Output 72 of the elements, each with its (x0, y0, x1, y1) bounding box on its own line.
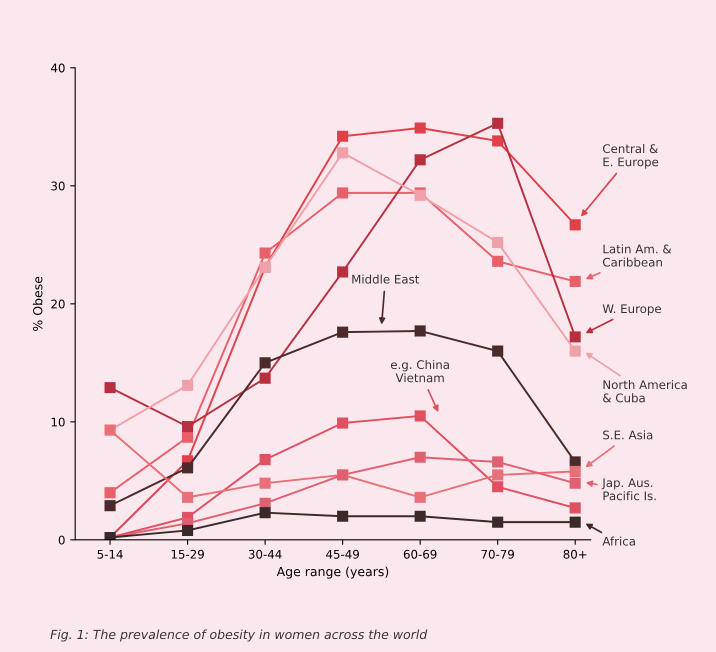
point (414, 325, 426, 337)
x-tick-label: 15-29 (172, 550, 204, 559)
point (337, 266, 348, 278)
point (337, 326, 348, 338)
y-tick-label: 0 (58, 536, 65, 545)
point (492, 345, 504, 357)
point (492, 256, 504, 267)
point (570, 219, 581, 230)
point (182, 462, 194, 474)
point (104, 500, 116, 512)
point (182, 432, 194, 443)
point (414, 452, 426, 463)
point (414, 492, 426, 503)
point (260, 478, 271, 489)
y-axis-title: % Obese (32, 276, 42, 331)
point (570, 331, 581, 342)
x-tick-label: 5-14 (98, 550, 123, 559)
text: S.E. Asia (603, 430, 652, 440)
y-tick-label: 20 (51, 300, 65, 308)
point (492, 236, 504, 248)
legend-label: Africa (602, 536, 635, 546)
caption: Fig. 1: The prevalence of obesity in women across the world (50, 629, 428, 642)
point (337, 510, 348, 522)
point (570, 345, 581, 357)
point (260, 454, 271, 466)
point (104, 382, 116, 394)
point (492, 118, 504, 129)
y-tick-label: 40 (51, 64, 65, 72)
point (260, 248, 271, 259)
point (260, 372, 271, 384)
point (492, 135, 504, 147)
point (414, 510, 426, 522)
point (414, 410, 426, 422)
point (492, 481, 504, 492)
legend-label: North America & Cuba (603, 380, 687, 402)
text: Latin Am. & Caribbean (602, 244, 672, 267)
point (337, 417, 348, 429)
text: e.g. China Vietnam (390, 360, 449, 382)
point (570, 276, 581, 287)
x-axis-title: Age range (years) (276, 566, 388, 579)
series-label: Jap. Aus. Pacific Is. (602, 478, 656, 500)
point (570, 466, 581, 477)
point (414, 154, 426, 166)
point (414, 190, 426, 201)
point (182, 421, 194, 432)
point (570, 516, 581, 528)
point (337, 187, 348, 198)
point (492, 516, 504, 528)
x-tick-label: 30-44 (248, 550, 282, 559)
point (337, 130, 348, 142)
point (492, 456, 504, 468)
point (260, 507, 271, 518)
point (570, 502, 581, 514)
point (182, 524, 194, 536)
point (104, 487, 116, 498)
text: Middle East (352, 274, 420, 284)
text: Central & E. Europe (602, 144, 658, 169)
x-tick-label: 70-79 (481, 550, 514, 559)
point (182, 492, 194, 503)
y-tick-label: 10 (52, 418, 65, 426)
point (492, 469, 504, 481)
point (570, 456, 581, 468)
point (182, 380, 194, 391)
x-tick-label: 80+ (564, 550, 586, 559)
x-tick-label: 45-49 (326, 550, 359, 559)
x-tick-label: 60-69 (404, 550, 436, 559)
point (337, 147, 348, 158)
point (414, 122, 426, 134)
text: W. Europe (602, 304, 662, 316)
point (570, 478, 581, 489)
point (260, 357, 271, 368)
y-tick-label: 30 (51, 182, 65, 190)
